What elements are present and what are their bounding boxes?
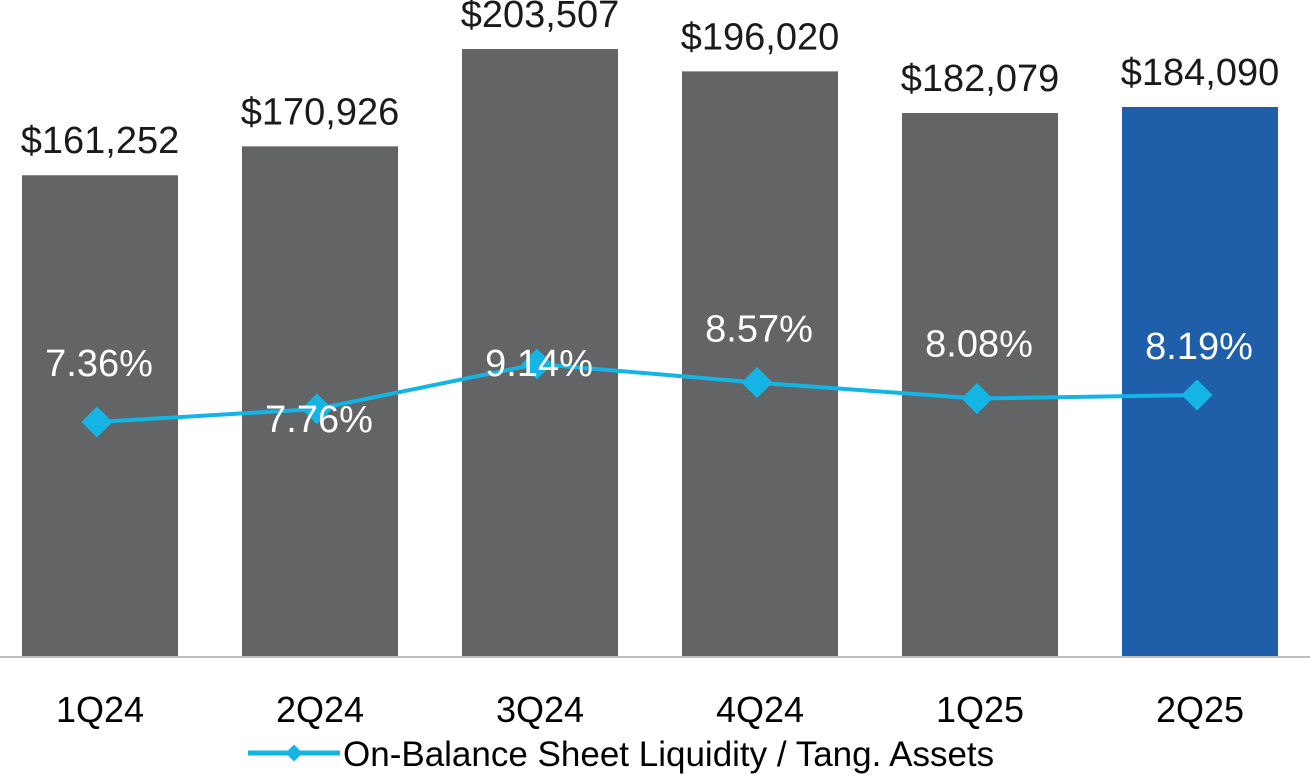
line-marker-3q24 <box>521 348 553 380</box>
bar-4q24 <box>682 71 838 657</box>
bars-group <box>22 49 1278 657</box>
legend: On-Balance Sheet Liquidity / Tang. Asset… <box>248 735 994 774</box>
line-value-label-4q24: 8.57% <box>705 309 813 351</box>
category-label-1q24: 1Q24 <box>56 689 144 730</box>
category-label-1q25: 1Q25 <box>936 689 1024 730</box>
line-marker-2q24 <box>301 393 333 425</box>
line-marker-2q25 <box>1181 379 1213 411</box>
bar-value-label-2q24: $170,926 <box>241 91 400 133</box>
line-value-label-1q25: 8.08% <box>925 324 1033 366</box>
line-marker-4q24 <box>741 367 773 399</box>
line-marker-1q24 <box>81 406 113 438</box>
bar-value-labels: $161,252 $170,926 $203,507 $196,020 $182,079… <box>21 0 1280 162</box>
category-label-2q24: 2Q24 <box>276 689 364 730</box>
bar-value-label-4q24: $196,020 <box>681 16 840 58</box>
line-value-label-1q24: 7.36% <box>45 343 153 385</box>
line-value-labels: 7.36% 7.76% 9.14% 8.57% 8.08% 8.19% <box>45 309 1253 441</box>
bar-value-label-3q24: $203,507 <box>461 0 620 36</box>
liquidity-line-group <box>81 348 1213 438</box>
line-value-label-2q25: 8.19% <box>1145 326 1253 368</box>
category-label-2q25: 2Q25 <box>1156 689 1244 730</box>
line-marker-1q25 <box>961 382 993 415</box>
bar-2q25 <box>1122 107 1278 657</box>
legend-label: On-Balance Sheet Liquidity / Tang. Asset… <box>343 735 994 774</box>
bar-1q25 <box>902 113 1058 657</box>
line-value-label-3q24: 9.14% <box>485 343 593 385</box>
legend-marker-swatch <box>285 744 303 762</box>
liquidity-line <box>96 361 1198 424</box>
category-label-3q24: 3Q24 <box>496 689 584 730</box>
line-value-label-2q24: 7.76% <box>265 399 373 441</box>
bar-value-label-1q25: $182,079 <box>901 58 1060 100</box>
bar-value-label-2q25: $184,090 <box>1121 52 1280 94</box>
category-labels: 1Q24 2Q24 3Q24 4Q24 1Q25 2Q25 <box>56 689 1244 730</box>
bar-value-label-1q24: $161,252 <box>21 120 180 162</box>
category-label-4q24: 4Q24 <box>716 689 804 730</box>
